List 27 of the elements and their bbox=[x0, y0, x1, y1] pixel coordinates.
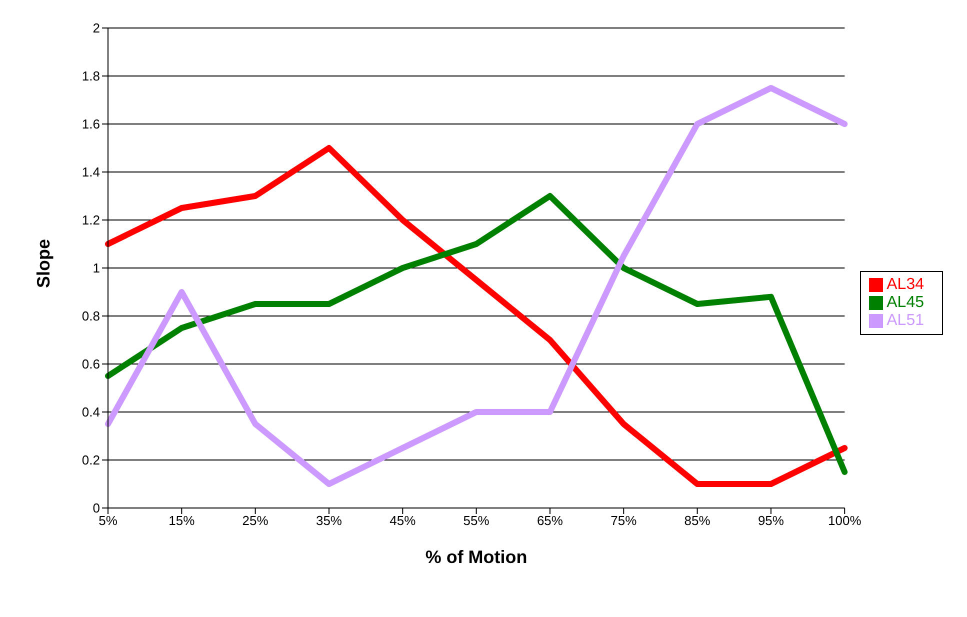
x-tick-label: 5% bbox=[98, 513, 118, 528]
y-tick-label: 0.8 bbox=[82, 308, 100, 324]
x-tick-label: 35% bbox=[316, 513, 342, 528]
y-axis-title: Slope bbox=[33, 238, 54, 288]
x-axis-title: % of Motion bbox=[425, 547, 528, 567]
x-tick-label: 45% bbox=[390, 513, 416, 528]
x-tick-label: 75% bbox=[610, 513, 638, 528]
legend-label: AL34 bbox=[886, 276, 924, 293]
y-tick-label: 0 bbox=[92, 500, 100, 516]
x-tick-label: 95% bbox=[758, 513, 784, 528]
y-tick-label: 1.2 bbox=[82, 212, 100, 228]
x-tick-label: 100% bbox=[828, 513, 862, 528]
y-tick-label: 1.6 bbox=[82, 116, 100, 132]
y-tick-label: 0.2 bbox=[82, 452, 100, 468]
y-tick-label: 0.6 bbox=[82, 356, 100, 372]
x-tick-label: 65% bbox=[536, 513, 564, 528]
y-tick-label: 2 bbox=[92, 20, 100, 36]
x-tick-label: 85% bbox=[684, 513, 711, 528]
y-tick-label: 1.4 bbox=[82, 164, 100, 180]
x-tick-label: 15% bbox=[168, 513, 196, 528]
x-tick-label: 55% bbox=[463, 513, 490, 528]
legend-label: AL45 bbox=[886, 294, 924, 311]
legend-label: AL51 bbox=[886, 312, 924, 329]
y-tick-label: 1.8 bbox=[82, 68, 100, 84]
y-tick-label: 1 bbox=[92, 260, 100, 276]
y-tick-label: 0.4 bbox=[82, 404, 100, 420]
x-tick-label: 25% bbox=[242, 513, 269, 528]
